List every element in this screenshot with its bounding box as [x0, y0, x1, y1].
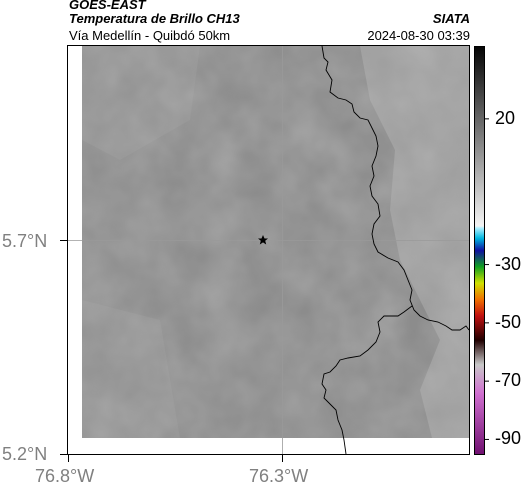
brightness-temperature-field [82, 46, 469, 438]
colorbar-tick-label: -90 [495, 428, 522, 449]
colorbar [474, 46, 489, 455]
location-subtitle: Vía Medellín - Quibdó 50km [69, 28, 231, 43]
lon-label-76-8: 76.8°W [35, 466, 95, 486]
lat-label-5-7: 5.7°N [2, 231, 48, 251]
timestamp-label: 2024-08-30 03:39 [367, 28, 470, 43]
colorbar-tick-label: 20 [495, 107, 516, 128]
colorbar-tick-label: -50 [495, 311, 522, 332]
lon-label-76-3: 76.3°W [249, 466, 309, 486]
lat-label-5-2: 5.2°N [2, 444, 48, 464]
colorbar-tick-label: -30 [495, 253, 522, 274]
star-icon [258, 235, 268, 245]
department-border [321, 45, 470, 455]
product-title: Temperatura de Brillo CH13 [69, 11, 240, 26]
agency-label: SIATA [432, 11, 470, 26]
colorbar-tick-label: -70 [495, 370, 522, 391]
satellite-title: GOES-EAST [69, 0, 146, 12]
